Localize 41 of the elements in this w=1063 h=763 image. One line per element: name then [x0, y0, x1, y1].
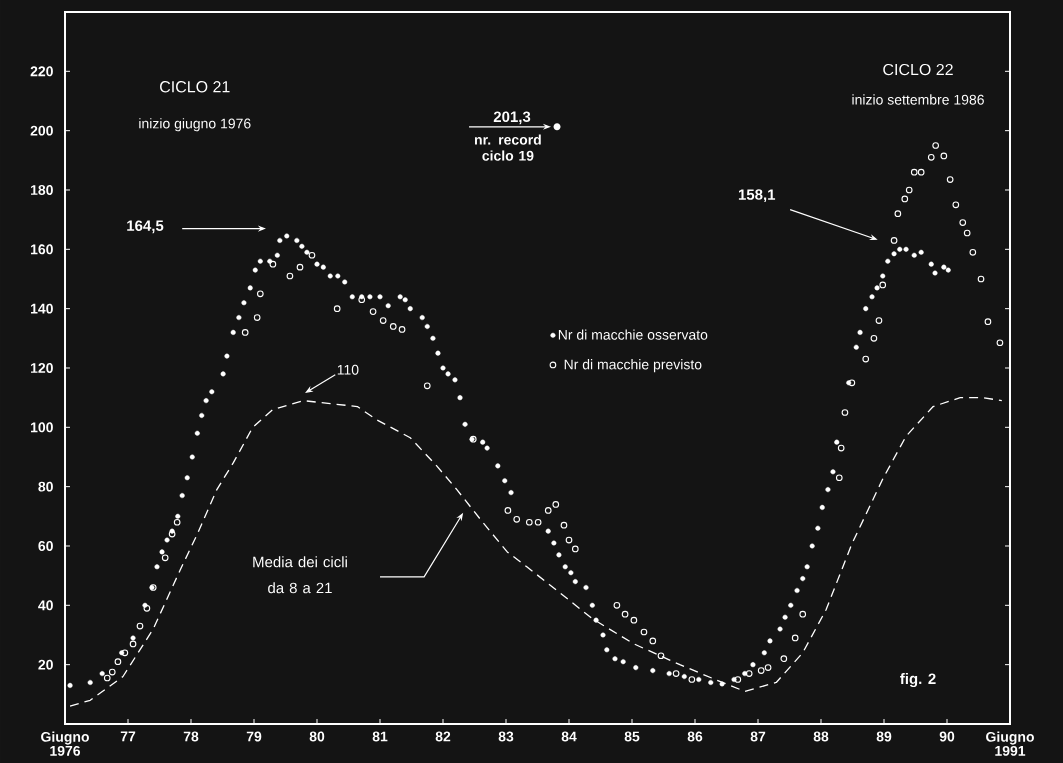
x-tick-label: 81: [372, 731, 388, 742]
annotation: inizio settembre 1986: [852, 94, 984, 105]
annotation: 201,3: [493, 111, 531, 125]
x-tick-label: 82: [435, 731, 451, 742]
x-tick-label: 90: [939, 731, 955, 742]
annotation: fig. 2: [900, 673, 936, 688]
y-tick-label: 60: [38, 541, 53, 551]
annotation: 110: [337, 364, 359, 375]
y-tick-label: 120: [31, 363, 53, 373]
x-tick-label: 85: [624, 731, 640, 742]
x-tick-label: 78: [183, 731, 199, 742]
y-tick-label: 40: [38, 600, 53, 611]
y-tick-label: 20: [38, 659, 53, 670]
y-tick-label: 180: [31, 185, 53, 195]
y-tick-label: 220: [30, 66, 53, 77]
x-tick-label: Giugno 1991: [986, 731, 1034, 756]
line-series: [69, 397, 1003, 707]
y-tick-label: 100: [31, 422, 53, 433]
x-tick-label: 88: [813, 731, 829, 742]
x-tick-label: 89: [876, 731, 892, 742]
x-tick-label: 79: [246, 731, 262, 742]
y-tick-label: 160: [31, 244, 53, 255]
y-tick-label: 140: [31, 303, 53, 314]
annotation: CICLO 22: [883, 63, 953, 76]
y-tick-label: 200: [30, 125, 53, 136]
annotation: Media dei cicli da 8 a 21: [253, 556, 347, 594]
x-tick-label: 83: [498, 731, 514, 742]
annotation: nr. record ciclo 19: [474, 134, 541, 161]
x-tick-label: 84: [561, 731, 577, 742]
x-tick-label: Giugno 1976: [41, 731, 89, 756]
legend-label: Nr di macchie previsto: [564, 359, 702, 373]
x-tick-label: 77: [120, 731, 136, 742]
x-tick-label: 86: [687, 731, 703, 742]
annotation: inizio giugno 1976: [139, 118, 251, 132]
y-tick-label: 80: [38, 481, 53, 492]
annotation: CICLO 21: [160, 81, 230, 93]
x-tick-label: 87: [750, 731, 766, 742]
x-tick-label: 80: [309, 731, 325, 742]
legend-label: Nr di macchie osservato: [558, 329, 708, 340]
annotation: 158,1: [738, 189, 776, 203]
annotation: 164,5: [127, 220, 164, 234]
